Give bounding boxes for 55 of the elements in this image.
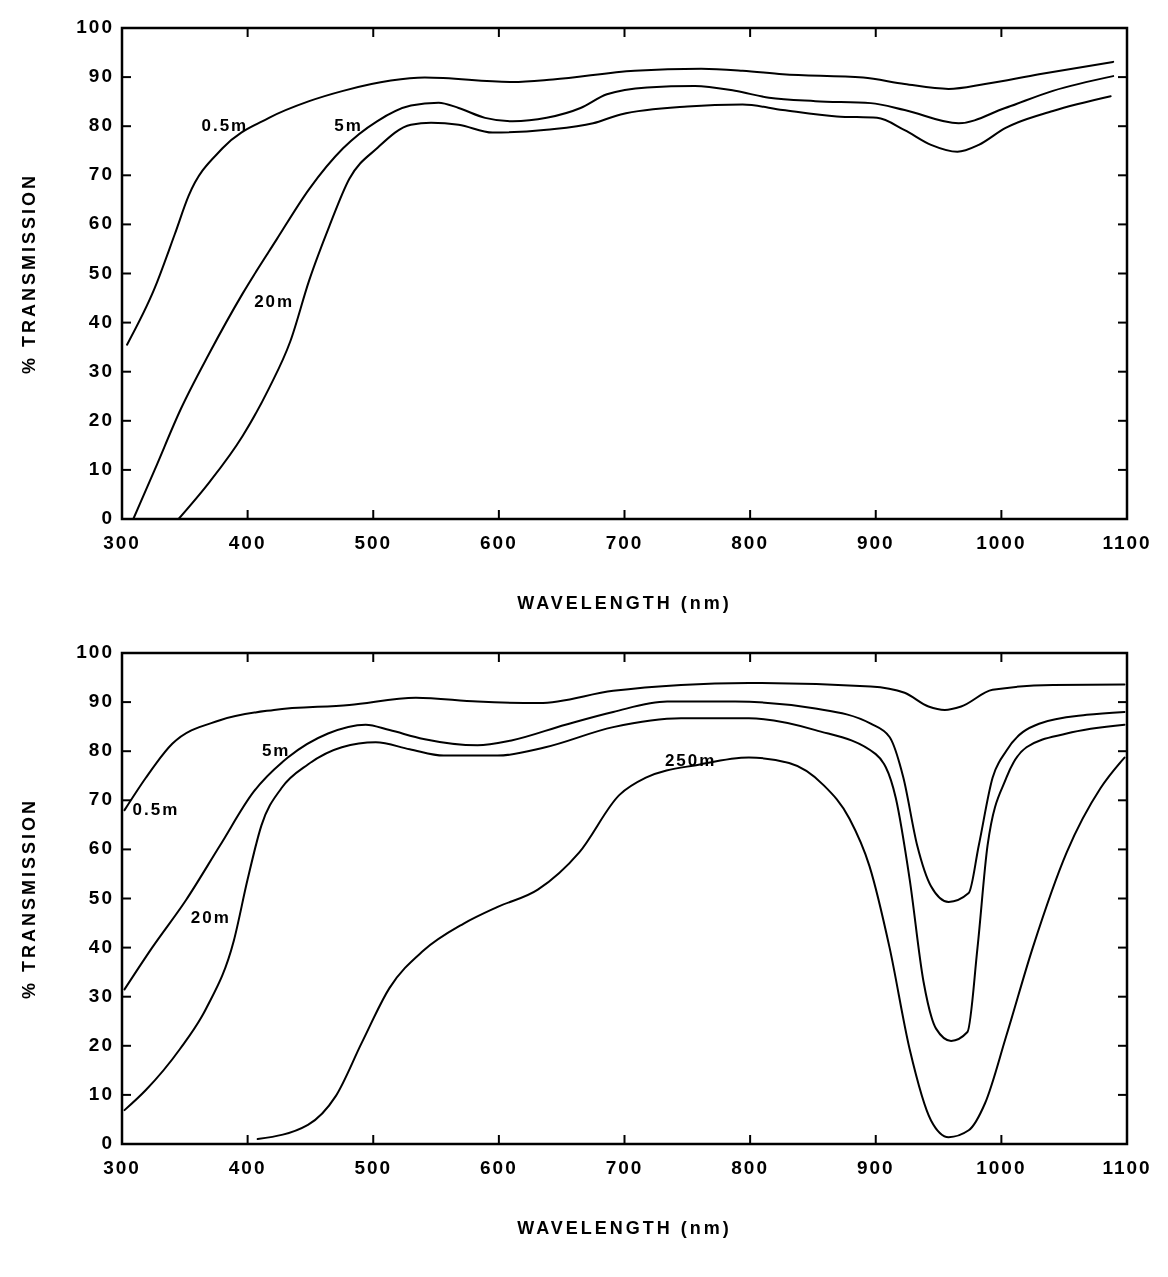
y-tick-label: 40: [88, 310, 114, 332]
x-tick-label: 800: [731, 1157, 769, 1178]
x-tick-label: 700: [605, 532, 644, 553]
x-tick-label: 800: [731, 532, 769, 553]
y-tick-label: 60: [88, 212, 114, 234]
y-tick-label: 70: [88, 163, 114, 185]
series-label: 5m: [261, 740, 291, 760]
y-tick-label: 100: [76, 641, 114, 663]
y-tick-label: 70: [88, 788, 114, 810]
y-tick-label: 80: [88, 739, 114, 761]
x-tick-label: 900: [856, 532, 895, 553]
y-tick-label: 90: [88, 690, 114, 712]
y-tick-label: 10: [88, 1082, 114, 1104]
x-tick-label: 1000: [976, 1157, 1027, 1178]
x-tick-label: 500: [354, 1157, 393, 1178]
x-tick-label: 700: [605, 1157, 644, 1178]
x-tick-label: 300: [103, 532, 141, 553]
x-tick-label: 600: [480, 1157, 518, 1178]
x-tick-label: 300: [103, 1157, 141, 1178]
y-axis-title: % TRANSMISSION: [18, 172, 39, 375]
y-tick-label: 0: [101, 1132, 114, 1154]
x-tick-label: 400: [228, 532, 267, 553]
x-axis-title: WAVELENGTH (nm): [517, 1218, 732, 1238]
line-series: [256, 756, 1126, 1141]
y-tick-label: 50: [88, 261, 114, 283]
series-label: 250m: [664, 750, 717, 770]
series-label: 0.5m: [201, 115, 249, 135]
line-series: [123, 717, 1126, 1112]
y-tick-label: 20: [88, 1033, 114, 1055]
x-tick-label: 1100: [1102, 1157, 1152, 1178]
series-label: 20m: [254, 292, 295, 312]
series-label: 0.5m: [132, 799, 180, 819]
x-tick-label: 1000: [976, 532, 1027, 553]
line-series: [126, 60, 1115, 346]
x-tick-label: 500: [354, 532, 393, 553]
series-label: 5m: [334, 115, 363, 135]
x-tick-label: 400: [228, 1157, 267, 1178]
y-tick-label: 90: [88, 65, 114, 87]
x-tick-label: 1100: [1102, 532, 1152, 553]
y-tick-label: 40: [88, 935, 114, 957]
y-tick-label: 20: [88, 408, 114, 430]
y-tick-label: 0: [101, 507, 114, 529]
y-tick-label: 80: [88, 114, 114, 136]
y-tick-label: 30: [88, 359, 114, 381]
y-tick-label: 100: [76, 16, 114, 38]
x-axis-title: WAVELENGTH (nm): [517, 593, 732, 613]
y-axis-title: % TRANSMISSION: [18, 797, 39, 1000]
y-tick-label: 30: [88, 984, 114, 1006]
x-tick-label: 900: [856, 1157, 895, 1178]
line-series: [123, 700, 1126, 991]
y-tick-label: 60: [88, 837, 114, 859]
y-tick-label: 50: [88, 886, 114, 908]
series-label: 20m: [190, 907, 231, 927]
y-tick-label: 10: [88, 457, 114, 479]
x-tick-label: 600: [480, 532, 518, 553]
